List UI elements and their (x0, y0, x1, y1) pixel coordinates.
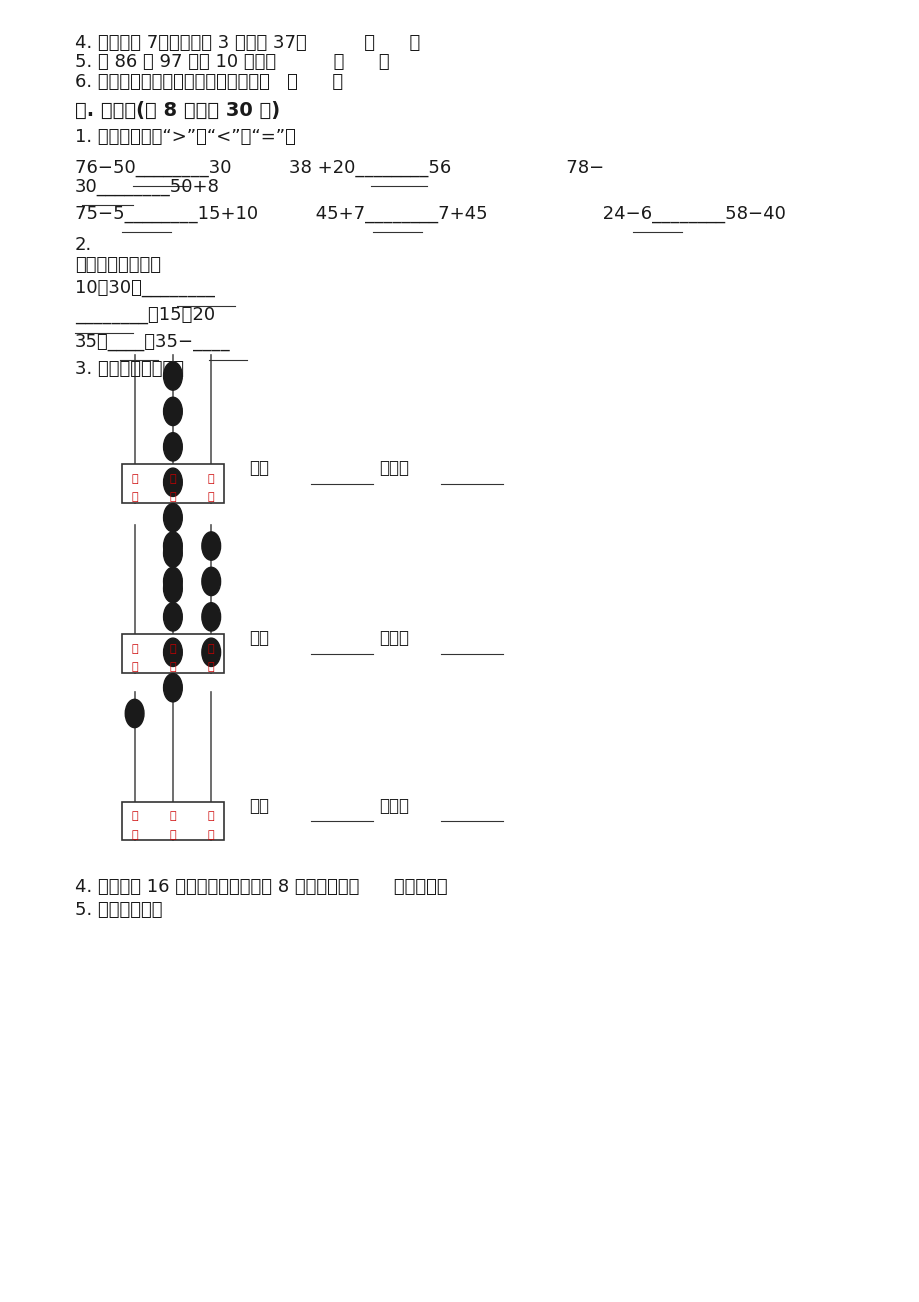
Text: 位: 位 (169, 492, 176, 503)
Text: 写作: 写作 (249, 460, 269, 477)
Circle shape (164, 469, 182, 496)
Circle shape (164, 673, 182, 702)
Text: 百: 百 (131, 644, 138, 654)
FancyBboxPatch shape (121, 465, 223, 503)
Text: 76−50________30          38 +20________56                    78−: 76−50________30 38 +20________56 78− (75, 159, 604, 177)
Text: 位: 位 (208, 829, 214, 840)
Text: 十: 十 (169, 644, 176, 654)
Circle shape (164, 432, 182, 461)
Circle shape (164, 397, 182, 426)
Text: 位: 位 (131, 829, 138, 840)
Text: 三. 填空题(共 8 题，共 30 分): 三. 填空题(共 8 题，共 30 分) (75, 102, 280, 120)
Text: 10＋30＞________: 10＋30＞________ (75, 279, 215, 297)
Circle shape (201, 531, 221, 560)
Text: 写作: 写作 (249, 629, 269, 647)
Text: 个: 个 (208, 811, 214, 822)
Circle shape (164, 574, 182, 603)
Text: 1. 在横线上填上“>”、“<”或“=”。: 1. 在横线上填上“>”、“<”或“=”。 (75, 128, 296, 146)
Text: 35＋____＝35−____: 35＋____＝35−____ (75, 333, 231, 350)
Text: 个: 个 (208, 474, 214, 484)
Circle shape (201, 638, 221, 667)
Text: 3. 写一写，读一读。: 3. 写一写，读一读。 (75, 359, 184, 378)
Circle shape (164, 539, 182, 568)
Text: 写作: 写作 (249, 797, 269, 815)
Text: 位: 位 (169, 829, 176, 840)
Circle shape (201, 568, 221, 595)
Text: 百: 百 (131, 811, 138, 822)
Circle shape (164, 504, 182, 531)
Text: ，读作: ，读作 (379, 629, 408, 647)
Text: 5. 看图填一填。: 5. 看图填一填。 (75, 901, 163, 919)
Text: 5. 从 86 到 97 共有 10 个数。          （      ）: 5. 从 86 到 97 共有 10 个数。 （ ） (75, 53, 390, 72)
Text: 百: 百 (131, 474, 138, 484)
Text: ，读作: ，读作 (379, 797, 408, 815)
Circle shape (164, 362, 182, 391)
Text: 30________50+8: 30________50+8 (75, 178, 220, 197)
Text: ________＋15＜20: ________＋15＜20 (75, 306, 215, 324)
Circle shape (164, 531, 182, 560)
Text: 想一想，填一填。: 想一想，填一填。 (75, 255, 161, 273)
Text: 个: 个 (208, 644, 214, 654)
FancyBboxPatch shape (121, 634, 223, 673)
FancyBboxPatch shape (121, 802, 223, 840)
Text: 2.: 2. (75, 236, 92, 254)
Text: 位: 位 (169, 663, 176, 672)
Text: 4. 个位上是 7，十位上是 3 的数是 37。          （      ）: 4. 个位上是 7，十位上是 3 的数是 37。 （ ） (75, 34, 420, 52)
Text: 位: 位 (131, 663, 138, 672)
Circle shape (125, 699, 144, 728)
Circle shape (164, 603, 182, 631)
Text: 位: 位 (131, 492, 138, 503)
Circle shape (164, 568, 182, 595)
Text: 十: 十 (169, 811, 176, 822)
Text: 6. 计算减法的时候，可以用加法验算。   （      ）: 6. 计算减法的时候，可以用加法验算。 （ ） (75, 73, 343, 91)
Text: 4. 妈妈买了 16 支铅笔，小明用去了 8 支，还剩下（      ）支铅笔。: 4. 妈妈买了 16 支铅笔，小明用去了 8 支，还剩下（ ）支铅笔。 (75, 878, 448, 896)
Text: 位: 位 (208, 492, 214, 503)
Text: 位: 位 (208, 663, 214, 672)
Text: ，读作: ，读作 (379, 460, 408, 477)
Text: 十: 十 (169, 474, 176, 484)
Circle shape (201, 603, 221, 631)
Circle shape (164, 638, 182, 667)
Text: 75−5________15+10          45+7________7+45                    24−6________58−40: 75−5________15+10 45+7________7+45 24−6_… (75, 206, 785, 224)
